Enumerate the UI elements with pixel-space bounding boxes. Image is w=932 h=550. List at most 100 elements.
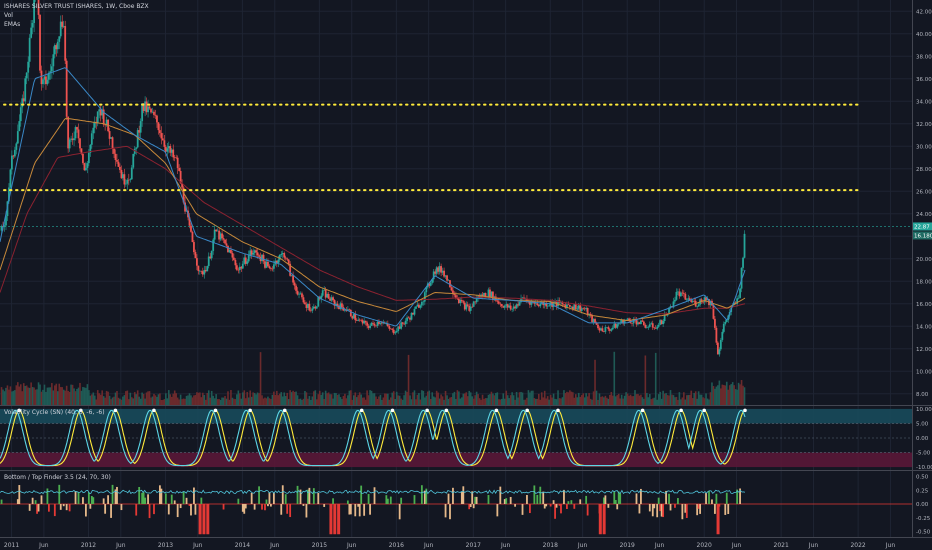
volume-bar bbox=[42, 389, 44, 405]
candle-body bbox=[82, 153, 84, 164]
candle-body bbox=[543, 302, 546, 306]
candle-body bbox=[218, 230, 221, 240]
candle-body bbox=[617, 323, 620, 325]
candle-body bbox=[77, 129, 80, 139]
volume-bar bbox=[398, 395, 401, 405]
candle-body bbox=[645, 327, 648, 328]
volume-bar bbox=[65, 385, 68, 405]
candle-body bbox=[585, 307, 588, 309]
candle-body bbox=[657, 324, 660, 327]
candle-body bbox=[604, 327, 607, 332]
volume-bar bbox=[221, 397, 223, 405]
volume-bar bbox=[498, 399, 500, 405]
bt-bar-up bbox=[164, 493, 167, 504]
candle-body bbox=[622, 319, 625, 324]
volume-bar bbox=[574, 394, 577, 405]
volume-bar bbox=[139, 398, 142, 405]
candle-body bbox=[79, 138, 81, 149]
candle-body bbox=[428, 283, 431, 286]
volume-bar bbox=[123, 395, 126, 405]
volume-bar bbox=[492, 393, 494, 405]
bt-bar-down bbox=[65, 504, 68, 511]
candle-body bbox=[201, 271, 204, 275]
candle-body bbox=[597, 324, 599, 329]
candle-body bbox=[307, 303, 309, 308]
candle-body bbox=[25, 72, 28, 79]
volume-bar bbox=[199, 392, 201, 405]
bt-bar-down bbox=[349, 504, 352, 515]
candle-body bbox=[607, 327, 610, 330]
bt-bar-up bbox=[272, 492, 275, 504]
bt-bar-down bbox=[53, 504, 56, 517]
bt-bar-up bbox=[563, 489, 565, 504]
volume-bar bbox=[506, 395, 509, 405]
candle-body bbox=[577, 305, 580, 309]
volume-bar bbox=[743, 387, 746, 405]
candle-body bbox=[330, 297, 333, 301]
bt-bar-down bbox=[120, 504, 123, 511]
bt-bar-down bbox=[244, 504, 247, 509]
candle-body bbox=[122, 174, 124, 179]
candle-body bbox=[40, 70, 43, 85]
bt-bar-up bbox=[265, 499, 268, 504]
volume-bar bbox=[321, 392, 324, 405]
volume-bar bbox=[720, 388, 722, 405]
bt-bar-down bbox=[194, 504, 197, 515]
bt-bar-down bbox=[558, 504, 561, 506]
candle-body bbox=[472, 301, 475, 307]
candle-body bbox=[0, 226, 3, 231]
candle-body bbox=[511, 308, 514, 310]
candle-body bbox=[641, 320, 644, 322]
bt-bar-up bbox=[715, 493, 718, 504]
candle-body bbox=[400, 322, 403, 329]
volume-bar bbox=[348, 390, 351, 405]
volume-bar bbox=[603, 397, 605, 405]
candle-body bbox=[395, 330, 398, 333]
volume-bar bbox=[222, 397, 225, 405]
candle-body bbox=[324, 289, 327, 298]
volume-bar bbox=[36, 389, 38, 405]
volume-bar bbox=[490, 391, 493, 405]
volume-bar bbox=[95, 399, 98, 405]
candle-body bbox=[662, 321, 665, 325]
candle-body bbox=[561, 302, 564, 305]
candle-body bbox=[71, 138, 74, 141]
candle-body bbox=[394, 332, 397, 334]
volume-bar bbox=[619, 398, 621, 405]
volume-bar bbox=[379, 394, 382, 405]
candle-body bbox=[675, 291, 678, 300]
candle-body bbox=[351, 316, 354, 319]
volume-bar bbox=[56, 391, 59, 405]
candle-body bbox=[33, 0, 36, 24]
candle-body bbox=[724, 321, 727, 324]
x-tick-label: 2016 bbox=[389, 542, 404, 549]
volume-bar bbox=[271, 394, 274, 405]
x-tick-label: 2013 bbox=[158, 542, 173, 549]
volume-bar bbox=[258, 393, 260, 405]
volume-bar bbox=[193, 395, 195, 405]
volume-bar bbox=[606, 397, 608, 405]
bt-bar-down bbox=[656, 504, 659, 518]
volume-bar bbox=[8, 389, 10, 405]
volume-bar bbox=[579, 396, 582, 405]
volume-bar bbox=[521, 392, 524, 405]
volume-bar bbox=[324, 390, 327, 405]
volume-bar bbox=[88, 390, 90, 405]
volume-bar bbox=[728, 385, 731, 405]
bt-bar-down bbox=[469, 504, 472, 507]
volume-bar bbox=[487, 394, 490, 405]
volume-bar bbox=[617, 393, 620, 405]
candle-body bbox=[718, 349, 721, 355]
candle-body bbox=[213, 229, 216, 240]
candle-body bbox=[446, 275, 448, 281]
bt-bar-up bbox=[386, 498, 389, 504]
volume-bar bbox=[375, 396, 377, 405]
volume-bar bbox=[216, 399, 219, 405]
bt-bar-down bbox=[357, 504, 360, 507]
y-tick-label: 38.00 bbox=[916, 54, 932, 60]
candle-body bbox=[283, 253, 286, 258]
x-tick-label: 2015 bbox=[312, 542, 327, 549]
volume-bar bbox=[181, 399, 183, 405]
volume-bar bbox=[122, 396, 124, 405]
